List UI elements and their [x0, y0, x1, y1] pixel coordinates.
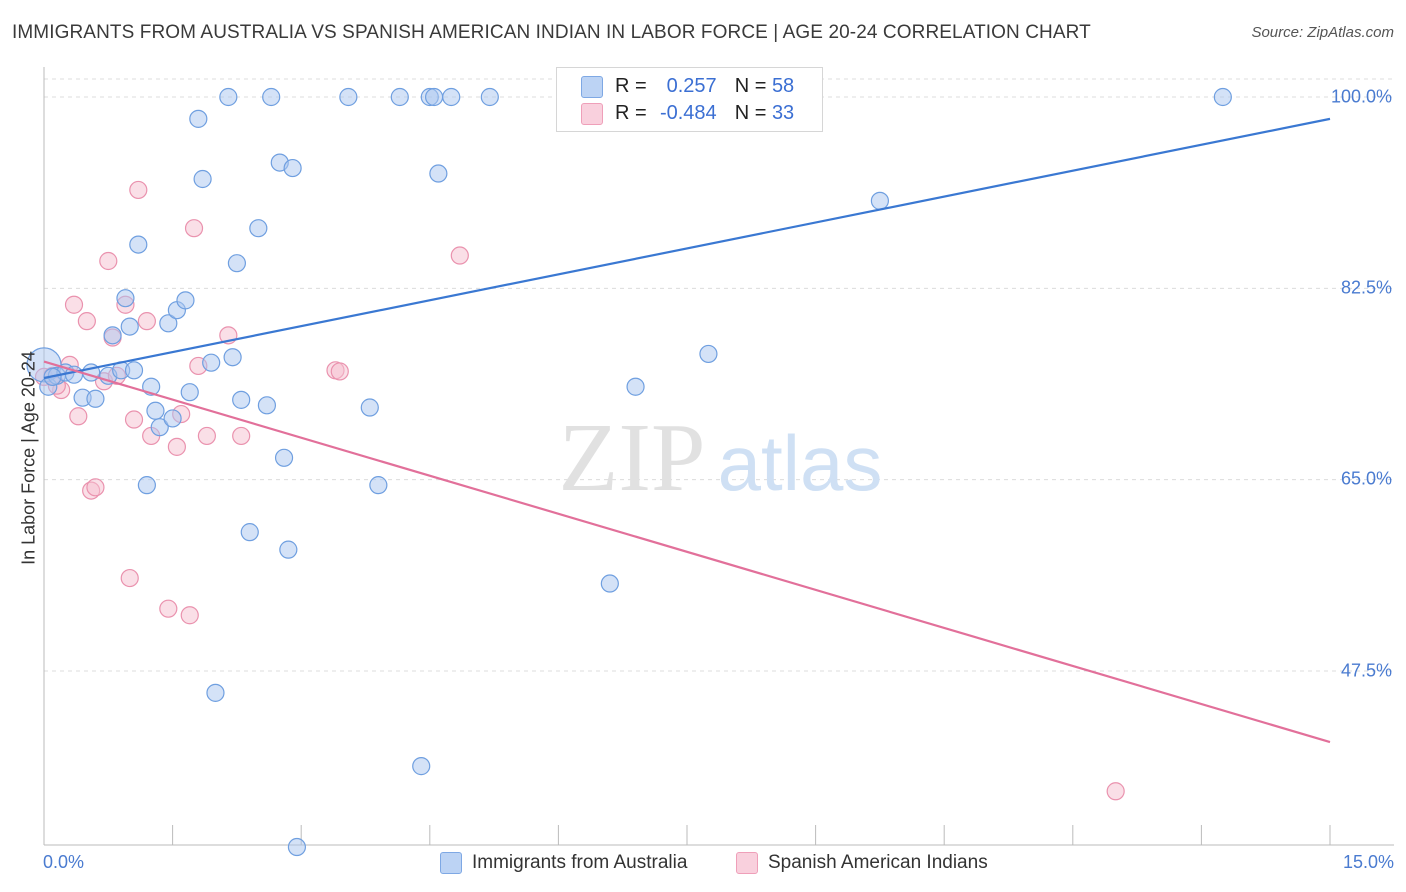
scatter-point: [176, 291, 195, 310]
scatter-point: [699, 344, 718, 364]
scatter-point: [223, 348, 242, 367]
scatter-point: [360, 398, 379, 417]
scatter-point: [86, 478, 105, 497]
scatter-point: [124, 410, 144, 429]
scatter-point: [870, 191, 890, 210]
pink-swatch: [581, 102, 603, 125]
scatter-point: [330, 362, 349, 381]
scatter-point: [429, 164, 448, 183]
trend-line-australia: [43, 117, 1331, 380]
y-axis-label: In Labor Force | Age 20-24: [18, 351, 39, 565]
scatter-point: [424, 87, 444, 107]
axes: [43, 67, 1394, 846]
blue-legend-swatch: [440, 852, 462, 874]
scatter-point: [103, 326, 122, 345]
n-label: N =: [734, 75, 767, 98]
x-tick-label-min: 0.0%: [43, 852, 85, 872]
scatter-point: [159, 599, 178, 618]
r-value: -0.484: [659, 102, 717, 125]
chart-title: IMMIGRANTS FROM AUSTRALIA VS SPANISH AME…: [12, 22, 1091, 43]
legend-label: Immigrants from Australia: [472, 852, 688, 873]
r-value: 0.257: [666, 75, 717, 98]
watermark-atlas: atlas: [718, 419, 883, 507]
scatter-point: [64, 295, 84, 314]
scatter-point: [180, 606, 199, 625]
stats-legend-row-pink: R = -0.484 N = 33: [581, 102, 794, 126]
scatter-point: [219, 87, 238, 107]
scatter-point: [197, 426, 216, 446]
scatter-point: [283, 158, 302, 178]
scatter-point: [206, 683, 225, 702]
r-label: R =: [615, 75, 647, 98]
scatter-point: [1106, 782, 1125, 801]
scatter-point: [1213, 87, 1232, 107]
series-immigrants-from-australia-points: [26, 87, 1232, 857]
scatter-point: [274, 448, 294, 467]
scatter-point: [86, 389, 105, 408]
trend-line-spanish-american-indians: [43, 360, 1331, 744]
trend-lines: [43, 117, 1331, 744]
r-label: R =: [615, 102, 647, 125]
n-value: 33: [771, 102, 795, 125]
n-value: 58: [771, 75, 795, 98]
scatter-point: [257, 396, 277, 415]
scatter-point: [202, 353, 221, 372]
n-label: N =: [734, 102, 767, 125]
scatter-point: [137, 312, 156, 331]
scatter-point: [442, 87, 461, 107]
scatter-point: [626, 377, 645, 396]
scatter-point: [249, 219, 268, 238]
scatter-point: [116, 289, 135, 308]
y-tick-label: 47.5%: [1340, 660, 1392, 681]
scatter-point: [159, 314, 178, 333]
scatter-point: [150, 418, 169, 437]
pink-legend-swatch: [736, 852, 758, 874]
stats-legend-row-blue: R = 0.257 N = 58: [581, 75, 794, 99]
scatter-point: [180, 383, 199, 402]
scatter-point: [129, 180, 148, 200]
scatter-point: [120, 317, 139, 336]
scatter-point: [339, 87, 358, 107]
scatter-point: [124, 361, 144, 380]
x-tick-label-max: 15.0%: [1342, 852, 1394, 872]
watermark: ZIP atlas: [559, 404, 883, 512]
scatter-point: [232, 390, 251, 409]
scatter-point: [390, 87, 409, 107]
scatter-point: [227, 254, 246, 273]
legend-item-spanish-american-indians: Spanish American Indians: [736, 852, 988, 874]
y-tick-label: 100.0%: [1330, 86, 1392, 107]
scatter-point: [77, 312, 96, 331]
scatter-point: [240, 523, 259, 542]
scatter-point: [129, 235, 148, 254]
y-tick-label: 82.5%: [1340, 277, 1392, 298]
scatter-point: [279, 540, 298, 559]
scatter-point: [146, 401, 165, 420]
scatter-point: [184, 219, 204, 238]
blue-swatch: [581, 75, 603, 98]
scatter-point: [480, 87, 499, 107]
stats-legend: R = 0.257 N = 58 R = -0.484 N = 33: [556, 67, 823, 132]
legend-item-australia: Immigrants from Australia: [440, 852, 687, 874]
scatter-point: [412, 757, 431, 776]
scatter-point: [189, 109, 208, 128]
gridlines: [44, 78, 1394, 672]
legend-label: Spanish American Indians: [768, 852, 988, 873]
y-tick-label: 65.0%: [1340, 468, 1392, 489]
scatter-point: [163, 409, 182, 428]
scatter-point: [450, 246, 469, 265]
source-label: Source: ZipAtlas.com: [1251, 24, 1394, 41]
scatter-point: [69, 407, 88, 426]
scatter-point: [99, 251, 118, 271]
scatter-point: [369, 476, 388, 495]
scatter-point: [232, 426, 251, 446]
scatter-point: [120, 568, 139, 588]
scatter-point: [600, 574, 619, 593]
watermark-zip: ZIP: [559, 404, 706, 512]
scatter-point: [287, 837, 307, 857]
scatter-point: [137, 476, 156, 495]
scatter-point: [193, 169, 212, 189]
scatter-point: [167, 437, 186, 456]
scatter-point: [262, 87, 281, 107]
